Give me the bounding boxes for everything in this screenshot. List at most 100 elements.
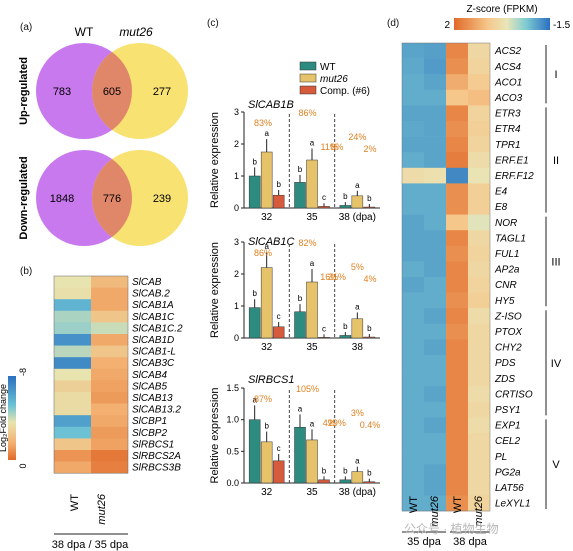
heatmap-d-cell-psy1-1 — [424, 401, 446, 418]
bar-slcab1b-comp-6-38-dpa — [363, 206, 376, 209]
bar-slcab1c-wt-35 — [294, 311, 306, 339]
bar-slcab1b-mut26-35 — [306, 159, 318, 209]
pct-annotation-slrbcs1-4: 3% — [351, 408, 364, 418]
heatmap-b-cell-slcab1a-1 — [91, 299, 128, 312]
heatmap-d-cell-e4-1 — [424, 183, 446, 200]
heatmap-b-legend-max: -8 — [18, 368, 28, 376]
watermark-text: 公众号 · 植物生物 — [404, 522, 499, 536]
heatmap-d-cell-e8-3 — [468, 199, 490, 215]
heatmap-d-cell-pl-0 — [402, 448, 424, 465]
heatmap-d-cell-acs2-1 — [424, 43, 446, 59]
heatmap-d-cell-etr4-1 — [424, 121, 446, 137]
heatmap-d-cell-erf-e1-0 — [402, 152, 424, 169]
heatmap-b-cell-slcab13-0 — [54, 392, 91, 404]
heatmap-d-gene-etr3: ETR3 — [495, 109, 521, 120]
bar-slcab1b-mut26-32 — [260, 151, 273, 209]
sig-letter-slcab1b-mut26-35: a — [310, 138, 315, 147]
x-tick-label-slrbcs1-1: 35 — [306, 487, 318, 498]
y-tick-label-slcab1b-1: 1 — [234, 171, 239, 181]
heatmap-d-cell-ap2a-2 — [446, 261, 468, 278]
heatmap-b-cell-slcbp2-0 — [54, 426, 91, 439]
heatmap-d-gene-aco3: ACO3 — [494, 93, 523, 104]
venn-up-label: Up-regulated — [18, 57, 30, 125]
heatmap-d-cell-erf-e1-2 — [446, 152, 468, 169]
heatmap-b-gene-slcab1d: SlCAB1D — [132, 335, 174, 346]
heatmap-b-cell-slcab-2-1 — [91, 287, 128, 300]
x-tick-label-slcab1b-2: 38 (dpa) — [339, 212, 376, 223]
heatmap-d-cell-tagl1-1 — [424, 230, 446, 247]
heatmap-d-cell-z-iso-2 — [446, 308, 468, 325]
heatmap-d-gene-cel2: CEL2 — [495, 436, 520, 447]
heatmap-d-cell-psy1-0 — [402, 401, 424, 418]
heatmap-d-cell-lat56-1 — [424, 479, 446, 496]
heatmap-d-gene-crtiso: CRTISO — [495, 389, 533, 400]
heatmap-d-cell-acs2-2 — [446, 43, 468, 59]
heatmap-d-cell-pds-1 — [424, 355, 446, 371]
venn-down-both-count: 776 — [103, 193, 121, 205]
heatmap-d-cell-cel2-1 — [424, 433, 446, 449]
x-tick-label-slrbcs1-0: 32 — [261, 487, 273, 498]
bar-slrbcs1-wt-38-dpa — [339, 479, 352, 484]
heatmap-d-cell-tagl1-3 — [468, 230, 490, 247]
heatmap-d-cell-exp1-0 — [402, 417, 424, 434]
heatmap-d-cell-lat56-3 — [468, 479, 490, 496]
heatmap-d-gene-etr4: ETR4 — [495, 124, 521, 135]
heatmap-d-group-38: 38 dpa — [453, 536, 488, 548]
heatmap-d-cell-psy1-2 — [446, 401, 468, 418]
heatmap-d-gene-e8: E8 — [495, 202, 508, 213]
heatmap-b-cell-slcab1-l-1 — [91, 345, 128, 358]
pct-annotation-slcab1b-5: 2% — [364, 144, 377, 154]
heatmap-d-cell-e8-2 — [446, 199, 468, 215]
heatmap-d-cell-erf-f12-2 — [446, 167, 468, 184]
sig-letter-slcab1c-comp-6-35: c — [322, 324, 326, 333]
pct-annotation-slrbcs1-5: 0.4% — [360, 420, 381, 430]
heatmap-d-col-mut-38: mut26 — [473, 495, 485, 526]
heatmap-d-cell-aco3-2 — [446, 89, 468, 106]
heatmap-d-cell-etr3-1 — [424, 105, 446, 122]
heatmap-d-cell-tagl1-2 — [446, 230, 468, 247]
sig-letter-slrbcs1-comp-6-32: c — [277, 444, 281, 453]
pct-annotation-slcab1c-1: 82% — [298, 238, 316, 248]
heatmap-d-cell-exp1-1 — [424, 417, 446, 434]
heatmap-d-cell-e8-0 — [402, 199, 424, 215]
heatmap-d-cell-e4-3 — [468, 183, 490, 200]
heatmap-d-cell-cel2-2 — [446, 433, 468, 449]
heatmap-b-legend-title: Log₂Fold change — [0, 384, 8, 452]
heatmap-b-cell-slcab-2-0 — [54, 287, 91, 300]
bar-slcab1c-wt-38 — [339, 335, 352, 339]
sig-letter-slcab1c-comp-6-38: b — [367, 324, 372, 333]
heatmap-b-col-mut: mut26 — [96, 493, 108, 524]
heatmap-d-col-wt-38: WT — [452, 496, 464, 513]
heatmap-b-cell-slcab-0 — [54, 276, 91, 288]
heatmap-d-gene-ptox: PTOX — [495, 327, 522, 338]
heatmap-d-cell-zds-0 — [402, 370, 424, 387]
bar-slrbcs1-comp-6-32 — [272, 460, 285, 484]
heatmap-d-scale-min: -1.5 — [553, 20, 571, 31]
heatmap-d-cell-aco1-2 — [446, 74, 468, 91]
heatmap-d-cell-ptox-0 — [402, 323, 424, 340]
heatmap-d-cell-tpr1-3 — [468, 136, 490, 153]
heatmap-d-cell-chy2-2 — [446, 339, 468, 356]
heatmap-d-cell-aco3-0 — [402, 89, 424, 106]
heatmap-d-cell-psy1-3 — [468, 401, 490, 418]
venn-down-left-count: 1848 — [50, 193, 74, 205]
heatmap-d-cell-erf-e1-1 — [424, 152, 446, 169]
sig-letter-slrbcs1-wt-35: a — [298, 404, 303, 413]
heatmap-b-gene-slcab1c: SlCAB1C — [132, 312, 175, 323]
bar-slcab1b-wt-32 — [248, 175, 261, 209]
heatmap-b-gene-slcab4: SlCAB4 — [132, 370, 167, 381]
heatmap-d-cell-exp1-3 — [468, 417, 490, 434]
heatmap-d-cell-acs4-3 — [468, 58, 490, 75]
sig-letter-slrbcs1-comp-6-35: b — [322, 466, 327, 475]
heatmap-d-cell-etr4-0 — [402, 121, 424, 137]
heatmap-b-cell-slcab1-l-0 — [54, 345, 91, 358]
legend-label-comp-6: Comp. (#6) — [320, 86, 370, 97]
heatmap-d: Z-score (FPKM) 2 -1.5 ACS2 ACS4 ACO1 ACO3 ET… — [401, 4, 571, 548]
heatmap-d-cell-tpr1-2 — [446, 136, 468, 153]
sig-letter-slrbcs1-wt-32: a — [252, 395, 257, 404]
heatmap-d-frame — [401, 42, 491, 512]
pct-annotation-slcab1c-2: 16% — [320, 272, 338, 282]
heatmap-d-cell-pl-2 — [446, 448, 468, 465]
heatmap-b-cell-slcab1d-0 — [54, 334, 91, 346]
heatmap-d-col-wt-35: WT — [408, 496, 420, 513]
